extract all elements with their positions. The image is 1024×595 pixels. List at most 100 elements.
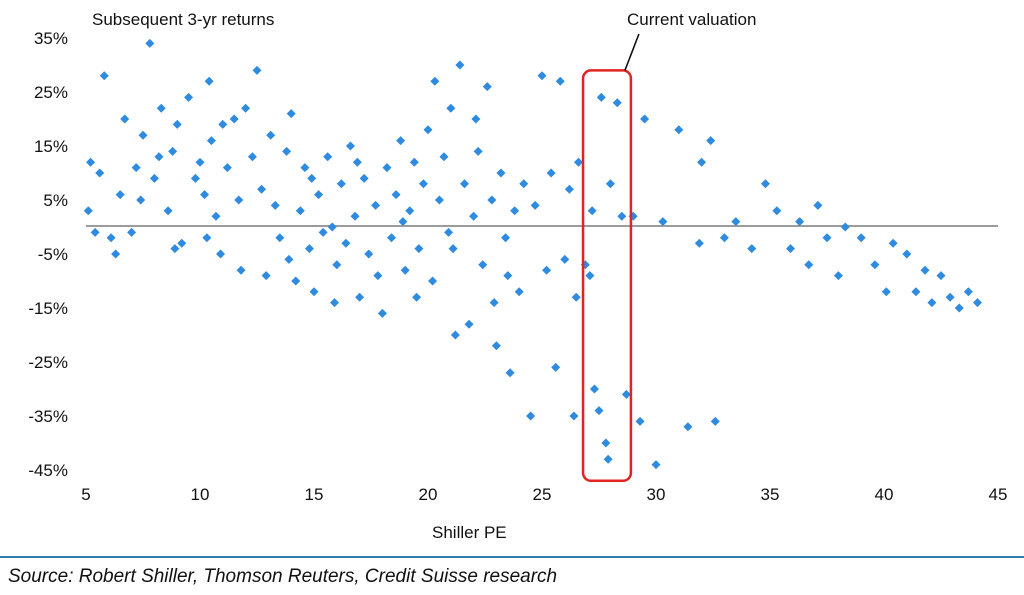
y-tick-label: -5% <box>38 245 68 264</box>
data-point <box>772 206 782 216</box>
data-point <box>323 152 333 162</box>
data-point <box>881 287 891 297</box>
data-point <box>464 319 474 329</box>
data-point <box>455 60 465 70</box>
scatter-chart: Subsequent 3-yr returns 35% 25% 15% 5% -5% -1… <box>28 10 1007 542</box>
y-axis-tick-labels: 35% 25% 15% 5% -5% -15% -25% -35% -45% <box>28 29 68 480</box>
data-point <box>569 411 579 421</box>
data-point <box>206 136 216 146</box>
data-point <box>833 271 843 281</box>
data-point <box>270 200 280 210</box>
data-point <box>304 244 314 254</box>
data-point <box>927 298 937 308</box>
data-point <box>434 195 444 205</box>
data-point <box>99 71 109 81</box>
data-point <box>414 244 424 254</box>
data-point <box>266 130 276 140</box>
data-point <box>683 422 693 432</box>
source-note: Source: Robert Shiller, Thomson Reuters,… <box>8 566 558 587</box>
data-point <box>364 249 374 259</box>
data-point <box>111 249 121 259</box>
data-point <box>418 179 428 189</box>
current-valuation-highlight <box>581 69 633 483</box>
data-point <box>284 254 294 264</box>
data-point <box>373 271 383 281</box>
data-point <box>519 179 529 189</box>
data-point <box>170 244 180 254</box>
data-point <box>560 254 570 264</box>
data-point <box>236 265 246 275</box>
data-point <box>469 211 479 221</box>
data-point <box>177 238 187 248</box>
data-point <box>163 206 173 216</box>
data-point <box>261 271 271 281</box>
data-point <box>658 217 668 227</box>
chart-title: Subsequent 3-yr returns <box>92 10 274 29</box>
data-point <box>505 368 515 378</box>
data-point <box>439 152 449 162</box>
data-point <box>95 168 105 178</box>
data-point <box>412 292 422 302</box>
data-point <box>291 276 301 286</box>
data-point <box>314 190 324 200</box>
data-point <box>813 200 823 210</box>
data-point <box>954 303 964 313</box>
data-point <box>156 103 166 113</box>
data-point <box>870 260 880 270</box>
data-point <box>234 195 244 205</box>
data-point <box>241 103 251 113</box>
data-point <box>428 276 438 286</box>
data-point <box>377 308 387 318</box>
x-tick-label: 10 <box>191 485 210 504</box>
data-point <box>83 206 93 216</box>
data-point <box>640 114 650 124</box>
data-point <box>448 244 458 254</box>
data-point <box>731 217 741 227</box>
data-point <box>409 157 419 167</box>
data-point <box>275 233 285 243</box>
data-point <box>587 206 597 216</box>
y-tick-label: -45% <box>28 461 68 480</box>
data-point <box>136 195 146 205</box>
data-point <box>345 141 355 151</box>
y-tick-label: -25% <box>28 353 68 372</box>
data-point <box>387 233 397 243</box>
data-point <box>459 179 469 189</box>
y-tick-label: 25% <box>34 83 68 102</box>
data-point <box>359 173 369 183</box>
data-point <box>200 190 210 200</box>
data-point <box>963 287 973 297</box>
data-point <box>444 227 454 237</box>
data-point <box>172 119 182 129</box>
data-point <box>822 233 832 243</box>
data-point <box>211 211 221 221</box>
x-tick-label: 5 <box>81 485 90 504</box>
data-point <box>710 416 720 426</box>
data-point <box>594 406 604 416</box>
data-point <box>330 298 340 308</box>
data-point <box>332 260 342 270</box>
data-point <box>184 92 194 102</box>
data-point <box>840 222 850 232</box>
annotation-leader-line <box>624 33 640 71</box>
data-point <box>423 125 433 135</box>
data-point <box>252 65 262 75</box>
y-tick-label: 15% <box>34 137 68 156</box>
data-point <box>471 114 481 124</box>
data-point <box>911 287 921 297</box>
data-point <box>145 38 155 48</box>
data-point <box>405 206 415 216</box>
data-point <box>617 211 627 221</box>
data-point <box>127 227 137 237</box>
x-tick-label: 40 <box>875 485 894 504</box>
x-axis-tick-labels: 5 10 15 20 25 30 35 40 45 <box>81 485 1007 504</box>
x-axis-label: Shiller PE <box>432 523 507 542</box>
y-tick-label: -35% <box>28 407 68 426</box>
data-point <box>612 98 622 108</box>
data-point <box>945 292 955 302</box>
data-point <box>138 130 148 140</box>
data-point <box>555 76 565 86</box>
data-point <box>487 195 497 205</box>
data-point <box>106 233 116 243</box>
data-point <box>473 146 483 156</box>
